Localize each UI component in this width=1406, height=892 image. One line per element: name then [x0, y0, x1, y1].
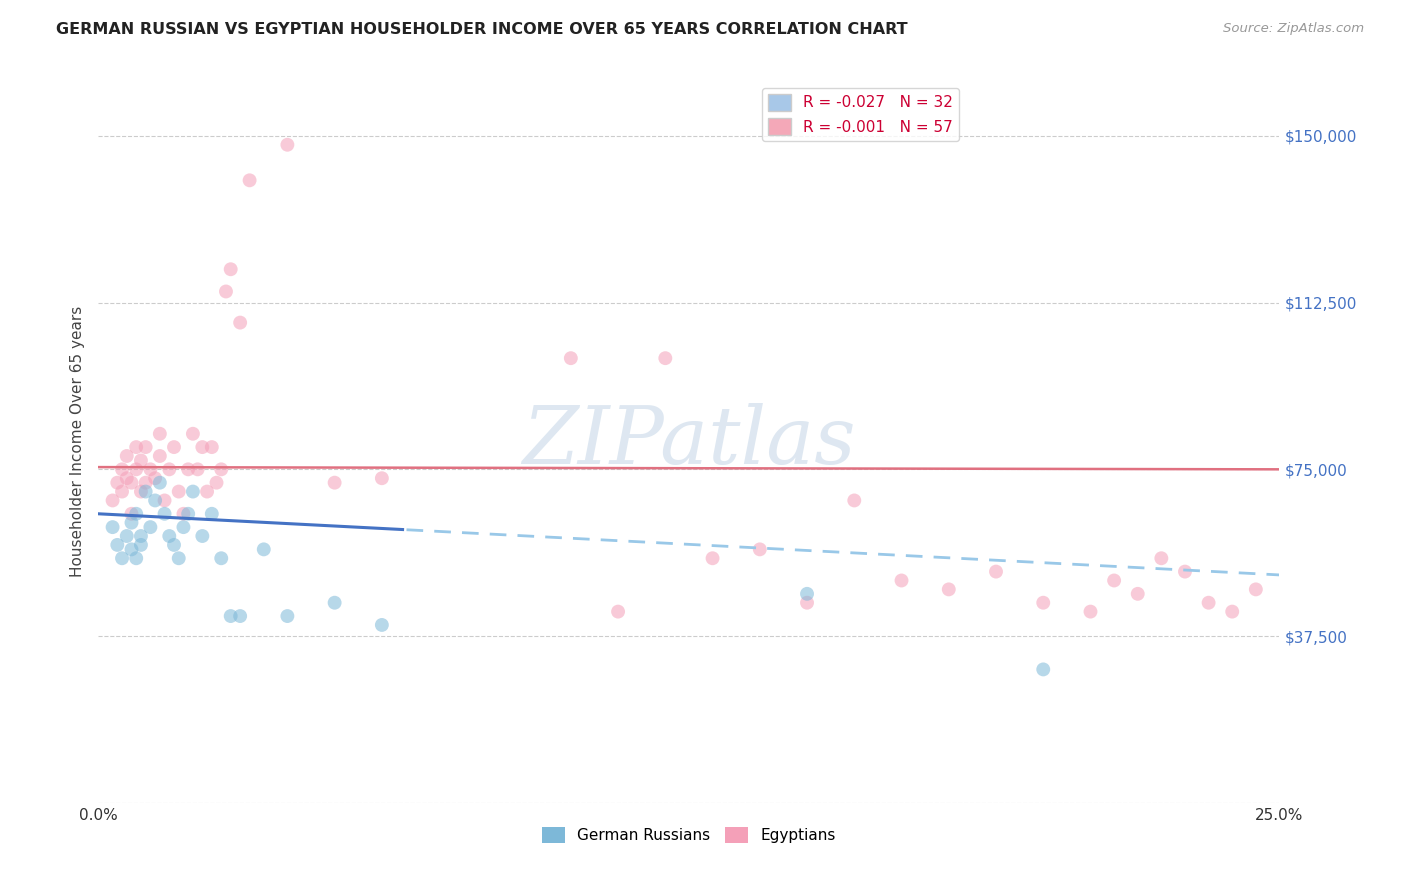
- Point: [844, 493, 866, 508]
- Point: [172, 507, 194, 521]
- Point: [125, 440, 148, 454]
- Point: [157, 462, 180, 476]
- Point: [796, 587, 818, 601]
- Point: [129, 484, 152, 499]
- Point: [172, 520, 194, 534]
- Point: [167, 484, 190, 499]
- Point: [177, 507, 200, 521]
- Point: [229, 316, 252, 330]
- Point: [139, 520, 162, 534]
- Point: [149, 449, 172, 463]
- Point: [890, 574, 912, 588]
- Point: [748, 542, 770, 557]
- Point: [1032, 596, 1054, 610]
- Point: [1150, 551, 1173, 566]
- Point: [135, 440, 157, 454]
- Point: [157, 529, 180, 543]
- Point: [101, 520, 124, 534]
- Point: [187, 462, 209, 476]
- Point: [177, 462, 200, 476]
- Point: [149, 475, 172, 490]
- Point: [115, 471, 138, 485]
- Point: [1220, 605, 1243, 619]
- Point: [323, 596, 346, 610]
- Point: [111, 462, 134, 476]
- Point: [239, 173, 262, 187]
- Point: [205, 475, 228, 490]
- Point: [229, 609, 252, 624]
- Point: [101, 493, 124, 508]
- Point: [125, 551, 148, 566]
- Point: [167, 551, 190, 566]
- Point: [607, 605, 630, 619]
- Text: GERMAN RUSSIAN VS EGYPTIAN HOUSEHOLDER INCOME OVER 65 YEARS CORRELATION CHART: GERMAN RUSSIAN VS EGYPTIAN HOUSEHOLDER I…: [56, 22, 908, 37]
- Point: [111, 484, 134, 499]
- Point: [149, 426, 172, 441]
- Point: [111, 551, 134, 566]
- Point: [215, 285, 238, 299]
- Point: [125, 507, 148, 521]
- Point: [1032, 662, 1054, 676]
- Point: [560, 351, 582, 366]
- Point: [135, 484, 157, 499]
- Point: [121, 475, 143, 490]
- Point: [201, 507, 224, 521]
- Point: [191, 440, 214, 454]
- Point: [181, 484, 204, 499]
- Point: [191, 529, 214, 543]
- Point: [1244, 582, 1267, 597]
- Point: [153, 507, 176, 521]
- Point: [209, 551, 232, 566]
- Point: [143, 493, 166, 508]
- Point: [371, 618, 394, 632]
- Point: [1102, 574, 1125, 588]
- Point: [1198, 596, 1220, 610]
- Point: [201, 440, 224, 454]
- Point: [702, 551, 724, 566]
- Point: [796, 596, 818, 610]
- Point: [125, 462, 148, 476]
- Text: ZIPatlas: ZIPatlas: [522, 403, 856, 480]
- Point: [253, 542, 276, 557]
- Point: [984, 565, 1007, 579]
- Point: [654, 351, 676, 366]
- Point: [219, 609, 242, 624]
- Point: [371, 471, 394, 485]
- Point: [135, 475, 157, 490]
- Point: [276, 609, 298, 624]
- Point: [139, 462, 162, 476]
- Point: [323, 475, 346, 490]
- Point: [129, 453, 152, 467]
- Point: [195, 484, 218, 499]
- Point: [121, 542, 143, 557]
- Point: [115, 449, 138, 463]
- Point: [105, 538, 128, 552]
- Legend: German Russians, Egyptians: German Russians, Egyptians: [536, 821, 842, 849]
- Point: [163, 440, 186, 454]
- Point: [115, 529, 138, 543]
- Point: [1126, 587, 1149, 601]
- Point: [1174, 565, 1197, 579]
- Point: [1080, 605, 1102, 619]
- Y-axis label: Householder Income Over 65 years: Householder Income Over 65 years: [70, 306, 86, 577]
- Point: [129, 538, 152, 552]
- Point: [129, 529, 152, 543]
- Point: [209, 462, 232, 476]
- Point: [153, 493, 176, 508]
- Point: [181, 426, 204, 441]
- Point: [938, 582, 960, 597]
- Text: Source: ZipAtlas.com: Source: ZipAtlas.com: [1223, 22, 1364, 36]
- Point: [163, 538, 186, 552]
- Point: [121, 516, 143, 530]
- Point: [143, 471, 166, 485]
- Point: [105, 475, 128, 490]
- Point: [219, 262, 242, 277]
- Point: [121, 507, 143, 521]
- Point: [276, 137, 298, 152]
